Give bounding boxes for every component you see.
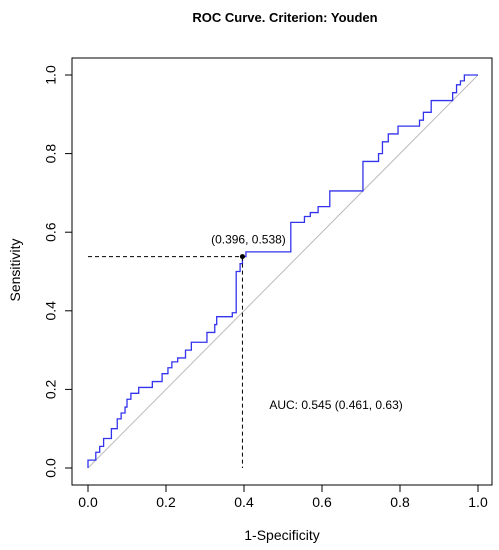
optimal-point-marker <box>239 254 245 260</box>
optimal-point-label: (0.396, 0.538) <box>211 233 286 247</box>
x-axis-label: 1-Specificity <box>244 527 319 543</box>
x-tick-label: 0.6 <box>312 494 332 510</box>
x-axis: 0.0 0.2 0.4 0.6 0.8 1.0 <box>78 484 488 510</box>
roc-curve-series <box>87 74 478 468</box>
y-axis: 0.0 0.2 0.4 0.6 0.8 1.0 <box>43 65 72 478</box>
y-tick-label: 0.4 <box>43 301 59 321</box>
chart-title: ROC Curve. Criterion: Youden <box>192 10 377 25</box>
y-axis-label: Sensitivity <box>7 238 23 301</box>
y-tick-label: 0.0 <box>43 458 59 478</box>
y-tick-label: 0.2 <box>43 379 59 399</box>
auc-label: AUC: 0.545 (0.461, 0.63) <box>269 398 402 412</box>
y-tick-label: 1.0 <box>43 65 59 85</box>
x-tick-label: 1.0 <box>468 494 488 510</box>
x-tick-label: 0.8 <box>390 494 410 510</box>
x-tick-label: 0.2 <box>156 494 176 510</box>
y-tick-label: 0.8 <box>43 144 59 164</box>
x-tick-label: 0.0 <box>78 494 98 510</box>
x-tick-label: 0.4 <box>234 494 254 510</box>
reference-diagonal <box>87 74 479 469</box>
y-tick-label: 0.6 <box>43 222 59 242</box>
